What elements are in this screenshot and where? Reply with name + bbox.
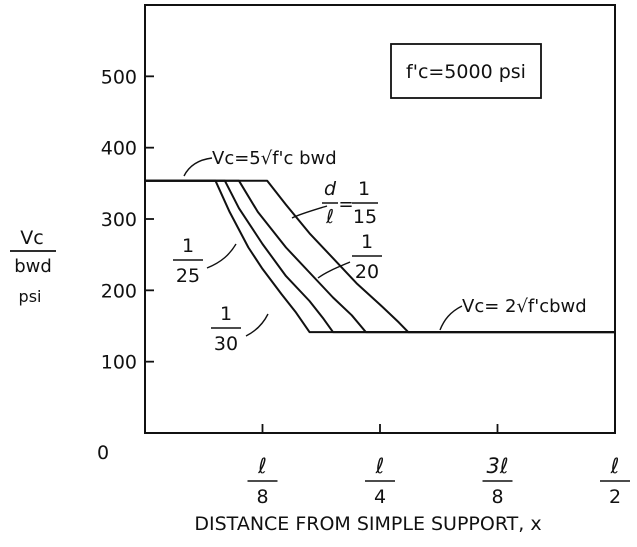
x-tick-label-num: ℓ xyxy=(375,454,385,478)
legend-box: f'c=5000 psi xyxy=(390,43,542,99)
y-axis-ticks: 100 200 300 400 500 xyxy=(101,66,154,374)
x-axis-ticks: 0 ℓ 8 ℓ 4 3ℓ 8 ℓ 2 xyxy=(97,424,630,508)
series-label-eq: = xyxy=(338,194,353,215)
y-axis-label-num: Vc xyxy=(20,227,43,249)
y-axis-label-unit: psi xyxy=(19,287,42,306)
series-label-den: 25 xyxy=(176,265,200,287)
series-label-num: 1 xyxy=(182,235,194,257)
series-label-prefix-num: d xyxy=(324,178,337,200)
series-label-num: 1 xyxy=(220,303,232,325)
x-tick-label-den: 4 xyxy=(374,486,386,508)
y-tick-label: 100 xyxy=(101,352,137,374)
series-label-den: 30 xyxy=(214,333,238,355)
y-axis-label-den: bwd xyxy=(14,256,52,277)
series-label-prefix-den: ℓ xyxy=(325,206,334,228)
x-tick-label-den: 2 xyxy=(609,486,621,508)
x-tick-label-num: 3ℓ xyxy=(486,454,508,478)
upper-limit-label: Vc=5√f'c bwd xyxy=(212,148,337,169)
x-tick-label: 0 xyxy=(97,442,109,464)
legend-box-text: f'c=5000 psi xyxy=(406,61,526,83)
x-axis-label: DISTANCE FROM SIMPLE SUPPORT, x xyxy=(194,513,541,535)
lower-limit-leader xyxy=(439,305,463,331)
series-label-leader xyxy=(291,205,328,219)
lower-limit-label: Vc= 2√f'cbwd xyxy=(462,296,587,317)
series-label-den: 20 xyxy=(355,261,379,283)
series-line-25 xyxy=(145,179,615,334)
series-label-leader xyxy=(245,313,269,337)
plot-frame xyxy=(144,4,616,434)
series-label-den: 15 xyxy=(353,206,377,228)
upper-limit-leader xyxy=(183,157,213,177)
x-tick-label-num: ℓ xyxy=(610,454,620,478)
y-tick-label: 200 xyxy=(101,280,137,302)
series-line-30 xyxy=(145,179,615,334)
x-tick-label-den: 8 xyxy=(491,486,503,508)
series-label-num: 1 xyxy=(358,178,370,200)
y-tick-label: 300 xyxy=(101,209,137,231)
x-tick-label-num: ℓ xyxy=(257,454,267,478)
series-label-leader xyxy=(317,261,351,279)
y-axis-label: Vc bwd psi xyxy=(10,227,56,306)
y-tick-label: 400 xyxy=(101,138,137,160)
series-line-15 xyxy=(145,179,615,334)
series-label-leader xyxy=(206,243,237,269)
legend-box-frame xyxy=(390,43,542,99)
series-label-num: 1 xyxy=(361,231,373,253)
y-tick-label: 500 xyxy=(101,66,137,88)
series-line-20 xyxy=(145,179,615,334)
series-curves xyxy=(145,179,615,334)
x-tick-label-den: 8 xyxy=(256,486,268,508)
